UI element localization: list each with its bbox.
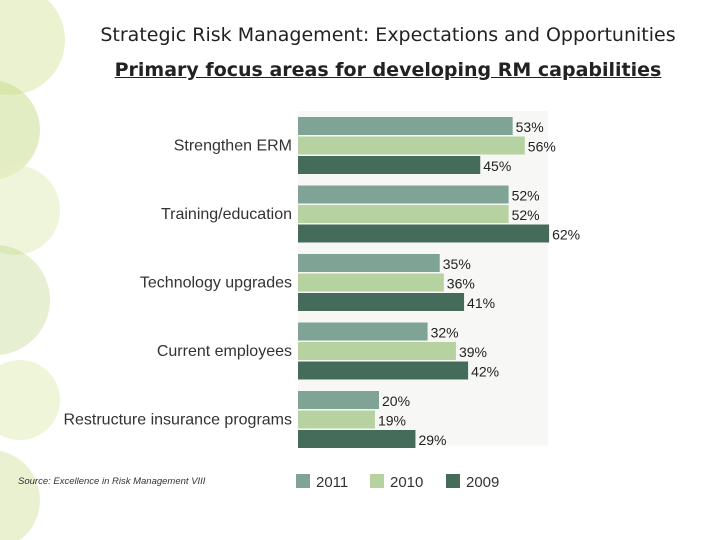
bar-2009 (298, 156, 481, 174)
bar-2010 (298, 205, 509, 223)
deco-circle (0, 451, 40, 540)
data-label: 36% (447, 276, 475, 292)
data-label: 62% (552, 227, 580, 243)
data-label: 41% (467, 295, 495, 311)
source-note: Source: Excellence in Risk Management VI… (18, 476, 206, 487)
data-label: 29% (418, 432, 446, 448)
bar-2010 (298, 273, 444, 292)
data-label: 42% (471, 364, 499, 380)
legend-label: 2010 (390, 474, 423, 491)
bar-2009 (298, 293, 465, 311)
bar-2011 (298, 254, 440, 272)
bar-2010 (298, 342, 456, 360)
bar-2009 (298, 361, 469, 380)
legend-label: 2011 (316, 474, 348, 491)
data-label: 56% (528, 139, 556, 155)
data-label: 32% (431, 325, 459, 341)
bar-2011 (298, 391, 379, 409)
data-label: 52% (512, 207, 540, 223)
data-label: 45% (483, 158, 511, 174)
bar-2011 (298, 185, 509, 204)
bar-2010 (298, 410, 375, 429)
chart-title: Primary focus areas for developing RM ca… (114, 59, 662, 81)
data-label: 20% (382, 393, 410, 409)
data-label: 39% (459, 344, 487, 360)
bar-2009 (298, 430, 416, 448)
legend-swatch-2010 (370, 474, 384, 488)
data-label: 35% (443, 256, 471, 272)
bar-2009 (298, 224, 550, 243)
slide-title: Strategic Risk Management: Expectations … (100, 24, 676, 46)
deco-circle (0, 360, 60, 440)
data-label: 53% (516, 119, 544, 135)
legend-swatch-2011 (296, 474, 310, 488)
category-label: Technology upgrades (140, 275, 292, 292)
category-label: Current employees (157, 343, 292, 360)
deco-circle (0, 165, 60, 255)
bar-2011 (298, 322, 428, 341)
legend-label: 2009 (466, 474, 499, 491)
data-label: 52% (512, 188, 540, 204)
deco-circle (0, 245, 50, 355)
bar-2010 (298, 136, 525, 155)
data-label: 19% (378, 413, 406, 429)
deco-circle (0, 0, 65, 95)
category-label: Restructure insurance programs (63, 412, 292, 429)
bar-2011 (298, 117, 513, 135)
category-label: Strengthen ERM (174, 138, 292, 155)
deco-circle (0, 81, 40, 179)
category-label: Training/education (161, 206, 292, 223)
legend-swatch-2009 (446, 474, 460, 488)
